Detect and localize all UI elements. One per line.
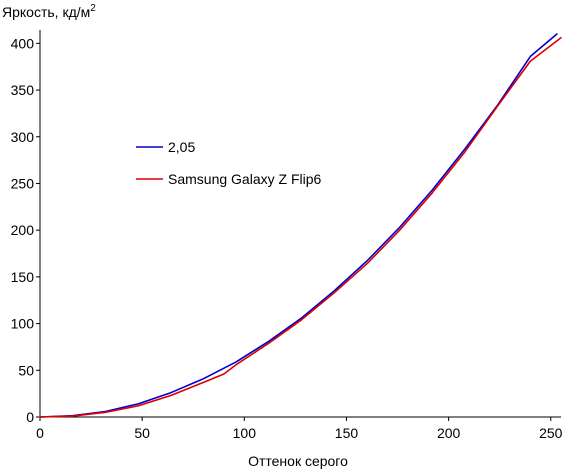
legend-label-1: 2,05 <box>168 139 195 155</box>
legend-label-2: Samsung Galaxy Z Flip6 <box>168 171 321 187</box>
series-line-2 <box>39 36 562 418</box>
series-line-1 <box>39 33 558 418</box>
y-axis-title-text: Яркость, кд/м <box>2 4 90 20</box>
y-tick-label: 250 <box>11 175 35 191</box>
x-tick-label: 150 <box>335 425 359 441</box>
y-axis-title-superscript: 2 <box>90 3 96 14</box>
y-tick-label: 150 <box>11 269 35 285</box>
y-tick-label: 200 <box>11 222 35 238</box>
legend: 2,05 Samsung Galaxy Z Flip6 <box>136 139 321 187</box>
x-axis-ticks: 0 50 100 150 200 250 <box>36 417 563 441</box>
y-tick-label: 400 <box>11 35 35 51</box>
y-axis-ticks: 0 50 100 150 200 250 300 350 400 <box>11 35 40 425</box>
series-lines <box>39 33 562 418</box>
y-tick-label: 300 <box>11 129 35 145</box>
x-tick-label: 200 <box>437 425 461 441</box>
x-tick-label: 0 <box>36 425 44 441</box>
y-tick-label: 0 <box>26 409 34 425</box>
y-tick-label: 50 <box>18 362 34 378</box>
x-tick-label: 100 <box>233 425 257 441</box>
x-tick-label: 250 <box>539 425 563 441</box>
y-axis-title: Яркость, кд/м2 <box>2 3 96 20</box>
y-tick-label: 350 <box>11 82 35 98</box>
y-tick-label: 100 <box>11 316 35 332</box>
x-tick-label: 50 <box>134 425 150 441</box>
x-axis-title: Оттенок серого <box>248 453 348 469</box>
